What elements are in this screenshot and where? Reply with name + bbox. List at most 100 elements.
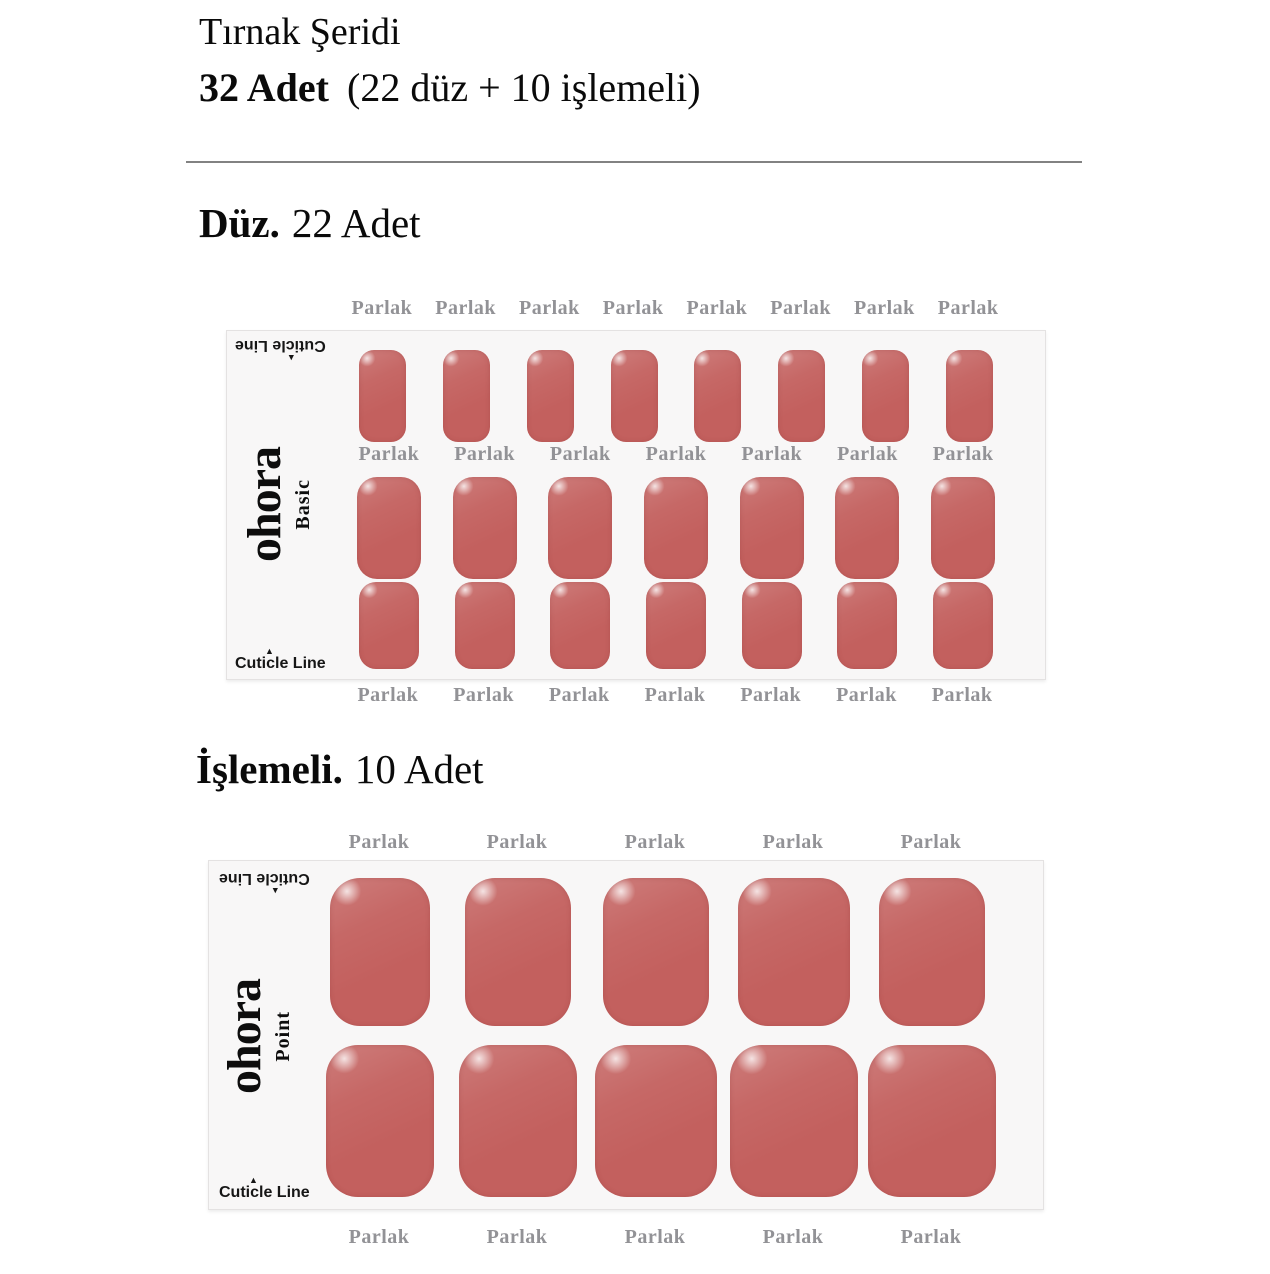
- finish-label: Parlak: [486, 831, 548, 853]
- finish-label: Parlak: [741, 443, 803, 465]
- nail-strip: [459, 1045, 577, 1197]
- finish-label: Parlak: [762, 831, 824, 853]
- nail-cell: [587, 1045, 725, 1197]
- heading-islemeli-bold: İşlemeli.: [196, 746, 343, 792]
- finish-label: Parlak: [836, 684, 897, 706]
- nail-strip: [931, 477, 996, 579]
- brand-logo-text: ohora: [218, 979, 271, 1094]
- nail-cell: [724, 582, 820, 669]
- section-heading-duz: Düz. 22 Adet: [199, 200, 421, 247]
- cuticle-line-label: Cuticle Line: [219, 869, 310, 887]
- basic-finish-labels-mid: Parlak Parlak Parlak Parlak Parlak Parlak Parl…: [341, 443, 1011, 466]
- nail-cell: [449, 878, 587, 1026]
- nail-cell: [844, 350, 928, 442]
- finish-label: Parlak: [645, 443, 707, 465]
- finish-label: Parlak: [548, 684, 610, 706]
- nail-cell: [725, 878, 863, 1026]
- nail-strip: [550, 582, 611, 669]
- finish-label: Parlak: [937, 297, 999, 319]
- nail-cell: [628, 582, 724, 669]
- cuticle-arrow-icon: ▲: [265, 646, 274, 657]
- finish-label: Parlak: [770, 297, 832, 319]
- finish-label: Parlak: [549, 443, 611, 465]
- point-nail-sheet: ▲ Cuticle Line ohora Point ▲ Cuticle Lin…: [208, 860, 1044, 1210]
- nail-cell: [311, 1045, 449, 1197]
- nail-cell: [863, 878, 1001, 1026]
- nail-strip: [526, 350, 574, 442]
- finish-label: Parlak: [900, 1226, 962, 1248]
- finish-label: Parlak: [453, 684, 514, 706]
- nail-cell: [628, 477, 724, 579]
- finish-label: Parlak: [900, 831, 962, 853]
- nail-strip: [730, 1045, 858, 1197]
- finish-label: Parlak: [454, 443, 515, 465]
- finish-label: Parlak: [351, 297, 413, 319]
- nail-cell: [915, 477, 1011, 579]
- cuticle-arrow-icon: ▲: [286, 352, 296, 363]
- nail-cell: [587, 878, 725, 1026]
- nail-strip: [358, 582, 419, 669]
- nail-strip: [835, 477, 900, 579]
- section-heading-islemeli: İşlemeli. 10 Adet: [196, 746, 484, 793]
- nail-strip: [330, 878, 430, 1026]
- finish-label: Parlak: [932, 443, 994, 465]
- cuticle-line-marker-top: ▲ Cuticle Line: [235, 336, 326, 363]
- point-nail-row-1: [311, 878, 1001, 1026]
- finish-label: Parlak: [853, 297, 915, 319]
- nail-cell: [863, 1045, 1001, 1197]
- finish-label: Parlak: [435, 297, 497, 319]
- nail-strip: [326, 1045, 434, 1197]
- nail-strip: [454, 582, 515, 669]
- divider: [186, 161, 1082, 163]
- finish-label: Parlak: [762, 1226, 824, 1248]
- nail-cell: [341, 350, 425, 442]
- nail-strip: [610, 350, 658, 442]
- basic-finish-labels-top: Parlak Parlak Parlak Parlak Parlak Parlak Parl…: [340, 297, 1010, 320]
- finish-label: Parlak: [358, 443, 420, 465]
- nail-cell: [437, 582, 533, 669]
- nail-strip: [778, 350, 826, 442]
- nail-cell: [532, 477, 628, 579]
- basic-nail-row-1: [341, 350, 1011, 442]
- basic-nail-sheet: ▲ Cuticle Line ohora Basic Parlak Parlak P…: [226, 330, 1046, 680]
- brand-logo-text: ohora: [238, 447, 291, 562]
- nail-strip: [837, 582, 898, 669]
- nail-strip: [465, 878, 571, 1026]
- cuticle-line-label: Cuticle Line: [219, 1184, 310, 1202]
- nail-strip: [879, 878, 985, 1026]
- finish-label: Parlak: [348, 831, 410, 853]
- nail-cell: [341, 582, 437, 669]
- nail-strip: [739, 477, 804, 579]
- basic-finish-labels-bottom: Parlak Parlak Parlak Parlak Parlak Parlak Parl…: [340, 684, 1010, 707]
- nail-cell: [532, 582, 628, 669]
- cuticle-arrow-icon: ▲: [270, 885, 280, 896]
- nail-strip: [595, 1045, 717, 1197]
- nail-cell: [927, 350, 1011, 442]
- nail-strip: [644, 477, 709, 579]
- finish-label: Parlak: [348, 1226, 410, 1248]
- nail-strip: [443, 350, 491, 442]
- brand-line-name: Basic: [292, 479, 314, 530]
- nail-strip: [694, 350, 742, 442]
- brand-line-name: Point: [272, 1011, 294, 1062]
- nail-cell: [676, 350, 760, 442]
- nail-cell: [760, 350, 844, 442]
- nail-cell: [449, 1045, 587, 1197]
- nail-cell: [820, 582, 916, 669]
- nail-cell: [437, 477, 533, 579]
- finish-label: Parlak: [486, 1226, 548, 1248]
- finish-label: Parlak: [624, 831, 686, 853]
- heading-duz-count: 22 Adet: [291, 200, 421, 246]
- cuticle-line-label: Cuticle Line: [235, 655, 326, 673]
- cuticle-arrow-icon: ▲: [249, 1175, 258, 1186]
- finish-label: Parlak: [686, 297, 748, 319]
- nail-strip: [359, 350, 407, 442]
- page-title: Tırnak Şeridi: [199, 11, 401, 53]
- finish-label: Parlak: [837, 443, 898, 465]
- nail-strip: [603, 878, 709, 1026]
- finish-label: Parlak: [624, 1226, 686, 1248]
- point-finish-labels-top: Parlak Parlak Parlak Parlak Parlak: [310, 831, 1000, 854]
- piece-count-line: 32 Adet (22 düz + 10 işlemeli): [199, 64, 701, 112]
- finish-label: Parlak: [518, 297, 580, 319]
- nail-cell: [724, 477, 820, 579]
